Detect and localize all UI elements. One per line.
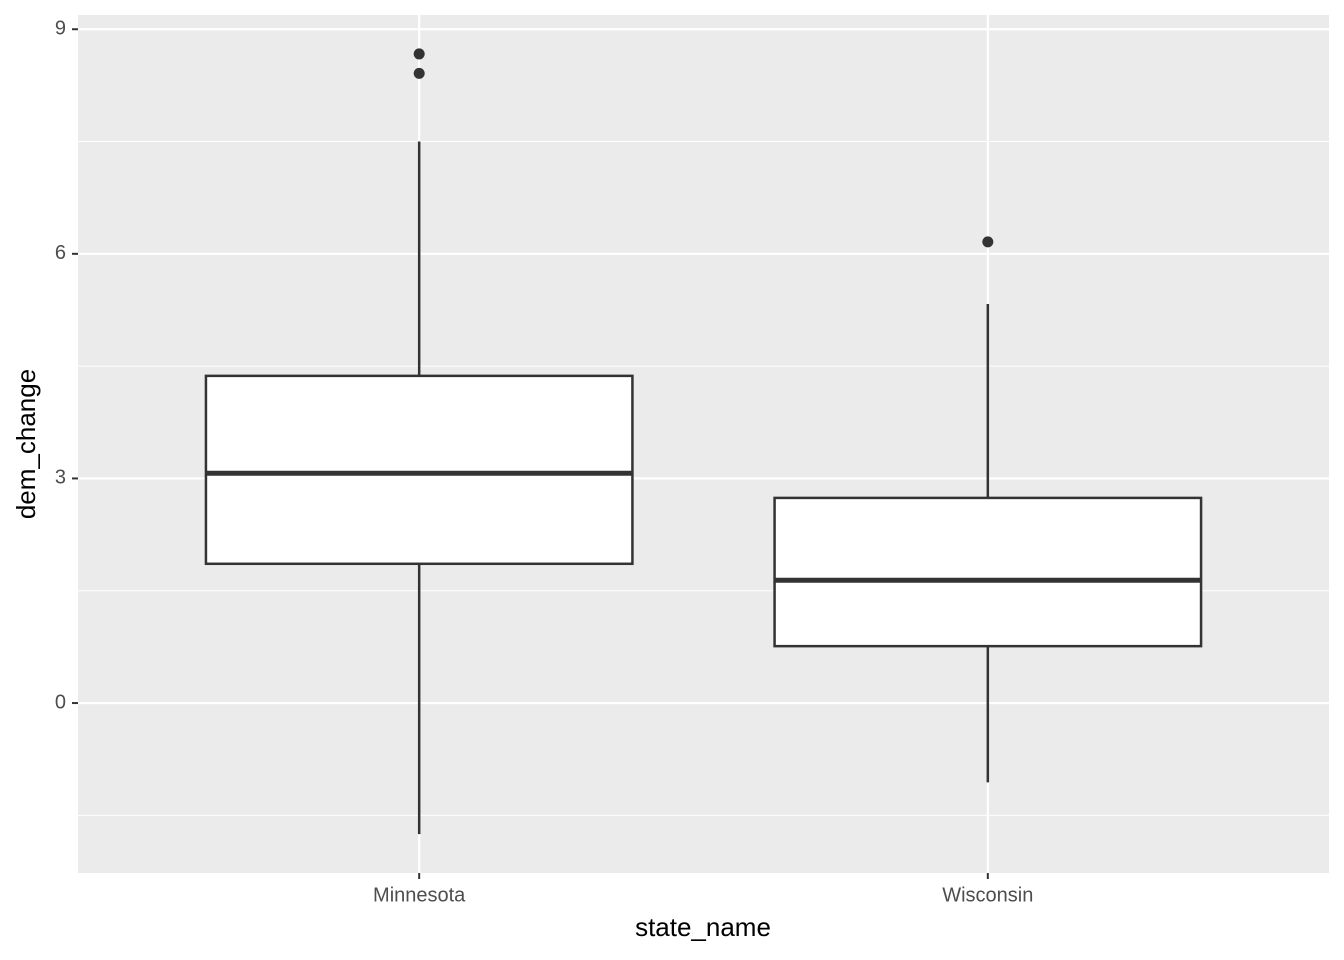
y-tick-label: 6	[55, 242, 66, 264]
x-axis-title: state_name	[635, 912, 771, 942]
x-tick-label: Minnesota	[373, 884, 466, 906]
x-tick-label: Wisconsin	[942, 884, 1033, 906]
outlier	[413, 67, 425, 79]
outlier	[982, 236, 994, 248]
y-tick-label: 9	[55, 18, 66, 40]
y-axis-title: dem_change	[11, 369, 41, 519]
box	[204, 374, 634, 566]
y-tick-label: 0	[55, 691, 66, 713]
box	[773, 496, 1203, 648]
y-tick-label: 3	[55, 467, 66, 489]
outlier	[413, 48, 425, 60]
